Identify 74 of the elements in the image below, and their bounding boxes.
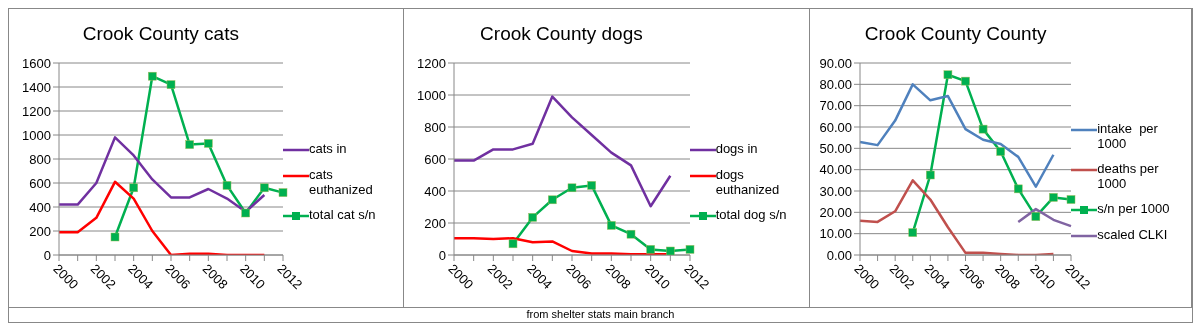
point bbox=[508, 239, 517, 249]
point bbox=[129, 183, 138, 193]
y-tick-label: 10.00 bbox=[819, 226, 853, 242]
point bbox=[1031, 212, 1041, 221]
point bbox=[587, 181, 596, 190]
legend-label: dogs in bbox=[715, 141, 758, 156]
point bbox=[110, 232, 120, 242]
point bbox=[961, 76, 970, 86]
y-tick-label: 1200 bbox=[22, 103, 51, 119]
y-tick-label: 80.00 bbox=[819, 76, 853, 92]
chart-title: Crook County cats bbox=[81, 22, 240, 46]
chart-title: Crook County dogs bbox=[479, 22, 644, 46]
point bbox=[166, 80, 176, 89]
point bbox=[685, 245, 694, 254]
legend-label: dogs euthanized bbox=[715, 167, 781, 197]
y-tick-label: 1400 bbox=[22, 79, 51, 95]
legend-label: cats euthanized bbox=[309, 167, 374, 197]
text: from shelter stats main branch bbox=[526, 308, 675, 320]
point bbox=[567, 183, 576, 193]
point bbox=[979, 124, 988, 134]
y-tick-label: 600 bbox=[29, 175, 51, 191]
legend-label: scaled CLKI bbox=[1097, 227, 1168, 242]
point bbox=[528, 213, 537, 222]
point bbox=[665, 246, 675, 255]
point bbox=[148, 71, 157, 81]
line-series bbox=[858, 179, 1055, 255]
line-series bbox=[452, 95, 672, 208]
point bbox=[185, 140, 194, 149]
point bbox=[908, 228, 918, 237]
y-tick-label: 1200 bbox=[416, 55, 446, 71]
line-series bbox=[858, 83, 1055, 188]
y-tick-label: 400 bbox=[423, 183, 446, 199]
legend-label: total dog s/n bbox=[715, 207, 787, 222]
point bbox=[278, 188, 288, 197]
y-tick-label: 30.00 bbox=[819, 183, 853, 199]
point bbox=[204, 139, 213, 148]
legend-label: total cat s/n bbox=[309, 207, 376, 222]
point bbox=[606, 221, 616, 230]
y-tick-label: 70.00 bbox=[819, 98, 853, 114]
point bbox=[222, 181, 232, 190]
chart-title: Crook County County bbox=[863, 22, 1048, 46]
legend-label: intake per 1000 bbox=[1097, 121, 1159, 151]
point bbox=[1049, 193, 1058, 202]
y-tick-label: 1000 bbox=[416, 87, 446, 103]
y-tick-label: 400 bbox=[29, 199, 51, 215]
point bbox=[943, 70, 953, 79]
legend-label: deaths per 1000 bbox=[1097, 161, 1160, 191]
y-tick-label: 600 bbox=[423, 151, 446, 167]
point bbox=[926, 170, 935, 180]
point bbox=[260, 183, 269, 193]
y-tick-label: 800 bbox=[29, 151, 51, 167]
legend-label: cats in bbox=[309, 141, 347, 156]
legend-label: s/n per 1000 bbox=[1097, 201, 1170, 216]
point bbox=[1014, 184, 1023, 194]
y-tick-label: 0 bbox=[43, 247, 51, 263]
y-tick-label: 0 bbox=[438, 247, 446, 263]
y-tick-label: 200 bbox=[29, 223, 51, 239]
point bbox=[646, 245, 655, 254]
y-tick-label: 20.00 bbox=[819, 204, 853, 220]
y-tick-label: 60.00 bbox=[819, 119, 853, 135]
y-tick-label: 1000 bbox=[22, 127, 51, 143]
y-tick-label: 50.00 bbox=[819, 140, 853, 156]
point bbox=[1066, 195, 1076, 204]
point bbox=[241, 208, 250, 218]
line-series bbox=[1017, 207, 1073, 228]
y-tick-label: 1600 bbox=[22, 55, 51, 71]
y-tick-label: 200 bbox=[423, 215, 446, 231]
point bbox=[547, 195, 557, 205]
point bbox=[626, 229, 635, 239]
y-tick-label: 0.00 bbox=[826, 247, 853, 263]
y-tick-label: 800 bbox=[423, 119, 446, 135]
y-tick-label: 40.00 bbox=[819, 162, 853, 178]
y-tick-label: 90.00 bbox=[819, 55, 853, 71]
point bbox=[996, 147, 1006, 156]
